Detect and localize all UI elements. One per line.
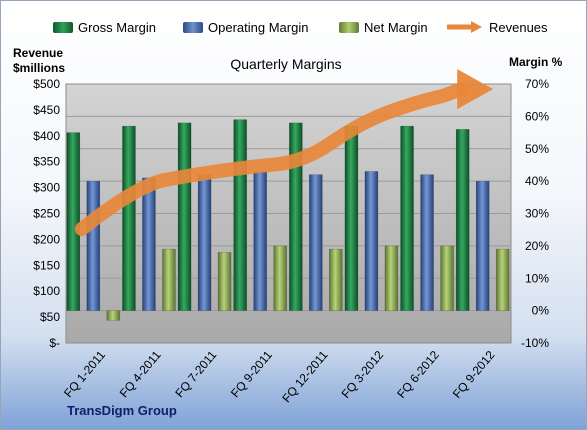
left-axis-tick-label: $100 [33,284,60,298]
x-axis-tick-label: FQ 6-2012 [394,348,442,401]
operating-margin-bar [86,180,101,311]
legend-label-revenues: Revenues [489,19,548,35]
x-axis-tick-label: FQ 1-2011 [61,348,108,401]
net-margin-bar [440,245,454,311]
right-axis-tick-label: -10% [521,336,549,350]
left-axis-title-line-2: $millions [13,61,66,75]
left-axis-tick-label: $200 [33,232,60,246]
left-axis-tick-label: $450 [33,103,60,117]
revenue-line [74,82,469,237]
x-axis-tick-label: FQ 12-2011 [279,348,331,406]
left-axis-title-line-1: Revenue [13,46,64,60]
operating-margin-bar [142,177,156,311]
left-axis-tick-label: $250 [33,207,60,221]
gross-margin-bar [66,132,81,311]
right-axis-tick-label: 40% [525,174,549,188]
operating-margin-bar [309,174,323,311]
operating-margin-bar [475,180,490,311]
net-margin-bar [217,252,232,311]
left-axis-tick-label: $50 [40,310,60,324]
left-axis-tick-label: $- [49,336,60,350]
gross-margin-bar [122,125,136,311]
right-axis-tick-label: 70% [525,77,549,91]
gross-margin-bar [233,119,247,311]
left-axis-tick-label: $350 [33,155,60,169]
right-axis-tick-label: 20% [525,239,549,253]
revenue-arrowhead [457,69,494,110]
net-margin-bar [273,245,287,311]
legend-item-operating-margin: Operating Margin [183,18,308,36]
gross-margin-bar [455,129,470,311]
legend-label-gross-margin: Gross Margin [78,19,157,35]
legend-swatch-gross-margin [53,21,73,33]
net-margin-bar [329,248,343,311]
legend-item-gross-margin: Gross Margin [53,18,156,36]
legend-item-net-margin: Net Margin [339,18,428,36]
operating-margin-bar [420,174,434,311]
right-axis-tick-label: 10% [525,271,549,285]
x-axis-tick-label: FQ 4-2011 [117,348,164,401]
net-margin-bar [162,248,176,311]
legend: Gross Margin Operating Margin Net Margin… [1,1,586,51]
right-axis-tick-label: 0% [532,304,550,318]
gross-margin-bar [344,125,359,311]
gross-margin-bar [400,125,414,311]
right-axis-tick-label: 60% [525,109,549,123]
footer-company-name: TransDigm Group [67,403,177,418]
legend-swatch-operating-margin [183,21,203,33]
right-axis-tick-label: 50% [525,142,549,156]
left-axis-tick-label: $500 [33,77,60,91]
gross-margin-bar [289,122,303,311]
legend-label-net-margin: Net Margin [364,19,428,35]
legend-label-operating-margin: Operating Margin [208,19,309,35]
x-axis-tick-label: FQ 9-2012 [450,348,498,401]
legend-arrow-icon [447,21,482,33]
operating-margin-bar [197,174,212,311]
operating-margin-bar [253,171,267,311]
gross-margin-bar [177,122,192,311]
net-margin-bar [106,310,121,321]
x-axis-tick-label: FQ 9-2011 [228,348,275,401]
net-margin-bar [384,245,399,311]
left-axis-tick-label: $300 [33,181,60,195]
x-axis-tick-label: FQ 3-2012 [339,348,387,401]
legend-item-revenues: Revenues [447,18,548,36]
operating-margin-bar [364,171,379,311]
legend-swatch-net-margin [339,21,359,33]
right-axis-title: Margin % [509,55,563,69]
net-margin-bar [495,248,510,311]
x-axis-tick-label: FQ 7-2011 [172,348,219,401]
right-axis-tick-label: 30% [525,207,549,221]
left-axis-tick-label: $150 [33,258,60,272]
chart-title: Quarterly Margins [230,56,342,72]
left-axis-title: Revenue $millions [13,46,65,76]
left-axis-tick-label: $400 [33,129,60,143]
